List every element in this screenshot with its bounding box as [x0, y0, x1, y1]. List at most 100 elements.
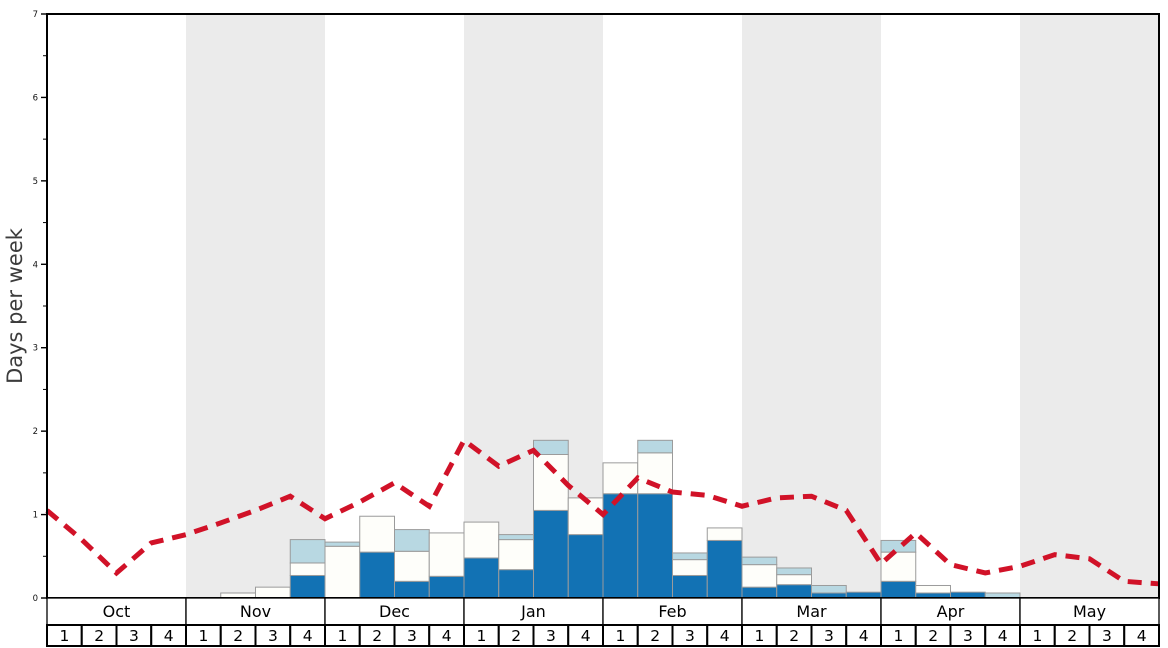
bar-segment-dark-blue-days	[706, 539, 743, 599]
week-number-label: 3	[824, 627, 834, 645]
bar-segment-white-days	[706, 527, 743, 541]
month-shading-mar	[742, 14, 881, 598]
month-cell-mar	[741, 597, 882, 626]
bar-segment-white-days	[498, 539, 534, 571]
y-tick-label: 0	[33, 594, 38, 604]
week-number-label: 1	[198, 627, 208, 645]
month-shading-may	[1020, 14, 1159, 598]
week-number-label: 1	[476, 627, 486, 645]
y-tick-label: 6	[33, 93, 38, 103]
week-number-label: 3	[407, 627, 417, 645]
month-label-mar: Mar	[796, 602, 827, 621]
week-number-label: 2	[94, 627, 104, 645]
bar-segment-dark-blue-days	[637, 493, 673, 599]
bar-segment-white-days	[428, 532, 465, 577]
y-tick-label: 4	[33, 260, 38, 270]
week-number-label: 2	[928, 627, 938, 645]
week-number-label: 1	[615, 627, 625, 645]
average-dashed-line	[45, 436, 1160, 587]
bar-segment-light-blue-days	[324, 541, 361, 547]
bar-segment-dark-blue-days	[776, 584, 812, 599]
bar-segment-white-days	[359, 515, 395, 553]
bar-segment-dark-blue-days	[672, 574, 708, 599]
bar-segment-white-days	[915, 584, 951, 594]
bar-segment-dark-blue-days	[359, 551, 395, 599]
month-label-oct: Oct	[103, 602, 131, 621]
bar-segment-white-days	[567, 497, 604, 536]
week-number-label: 4	[581, 627, 591, 645]
bar-segment-light-blue-days	[394, 529, 430, 552]
bar-segment-light-blue-days	[637, 439, 673, 454]
week-number-label: 4	[720, 627, 730, 645]
bar-segment-white-days	[255, 586, 291, 599]
bar-segment-light-blue-days	[498, 534, 534, 541]
week-number-label: 1	[337, 627, 347, 645]
month-cell-apr	[880, 597, 1021, 626]
bar-segment-light-blue-days	[776, 567, 812, 576]
bar-segment-light-blue-days	[672, 552, 708, 561]
week-number-label: 3	[546, 627, 556, 645]
week-number-label: 2	[1067, 627, 1077, 645]
month-shading-nov	[186, 14, 325, 598]
bar-segment-light-blue-days	[811, 584, 847, 594]
week-number-label: 4	[1137, 627, 1147, 645]
bar-segment-white-days	[741, 564, 778, 588]
bar-segment-white-days	[463, 521, 500, 559]
week-number-label: 2	[511, 627, 521, 645]
bar-segment-white-days	[602, 462, 639, 495]
month-label-apr: Apr	[937, 602, 965, 621]
week-number-label: 1	[59, 627, 69, 645]
month-label-feb: Feb	[658, 602, 686, 621]
bar-segment-white-days	[394, 550, 430, 582]
week-number-label: 2	[789, 627, 799, 645]
bar-segment-dark-blue-days	[428, 575, 465, 599]
week-number-label: 3	[129, 627, 139, 645]
month-label-nov: Nov	[240, 602, 271, 621]
week-number-label: 2	[233, 627, 243, 645]
month-cell-oct	[46, 597, 187, 626]
month-cell-may	[1019, 597, 1160, 626]
y-tick-label: 1	[33, 511, 38, 521]
y-tick-label: 7	[33, 10, 38, 20]
month-cell-dec	[324, 597, 465, 626]
bar-segment-white-days	[672, 559, 708, 576]
bar-segment-dark-blue-days	[394, 580, 430, 599]
bar-segment-white-days	[776, 574, 812, 586]
bar-segment-dark-blue-days	[533, 509, 569, 599]
bar-segment-dark-blue-days	[567, 534, 604, 599]
week-number-label: 4	[164, 627, 174, 645]
week-cell	[1123, 624, 1160, 647]
week-number-label: 3	[268, 627, 278, 645]
week-number-label: 3	[685, 627, 695, 645]
week-number-label: 4	[998, 627, 1008, 645]
week-number-label: 3	[1102, 627, 1112, 645]
y-tick-label: 2	[33, 427, 38, 437]
bar-segment-dark-blue-days	[880, 580, 917, 599]
month-label-may: May	[1073, 602, 1106, 621]
week-number-label: 4	[442, 627, 452, 645]
bar-segment-white-days	[289, 562, 326, 576]
bar-segment-dark-blue-days	[289, 574, 326, 599]
bar-segment-light-blue-days	[880, 539, 917, 553]
week-number-label: 2	[650, 627, 660, 645]
week-number-label: 4	[859, 627, 869, 645]
bar-segment-white-days	[324, 545, 361, 599]
y-axis-title: Days per week	[3, 227, 27, 384]
y-tick-label: 5	[33, 177, 38, 187]
y-tick-label: 3	[33, 344, 38, 354]
week-number-label: 1	[1032, 627, 1042, 645]
week-number-label: 4	[303, 627, 313, 645]
month-label-jan: Jan	[520, 602, 546, 621]
month-label-dec: Dec	[379, 602, 410, 621]
week-number-label: 3	[963, 627, 973, 645]
week-number-label: 1	[893, 627, 903, 645]
week-number-label: 2	[372, 627, 382, 645]
bar-segment-light-blue-days	[289, 539, 326, 564]
bar-segment-light-blue-days	[741, 556, 778, 566]
bar-segment-dark-blue-days	[498, 569, 534, 599]
month-cell-jan	[463, 597, 604, 626]
month-cell-feb	[602, 597, 743, 626]
bar-segment-dark-blue-days	[602, 493, 639, 599]
